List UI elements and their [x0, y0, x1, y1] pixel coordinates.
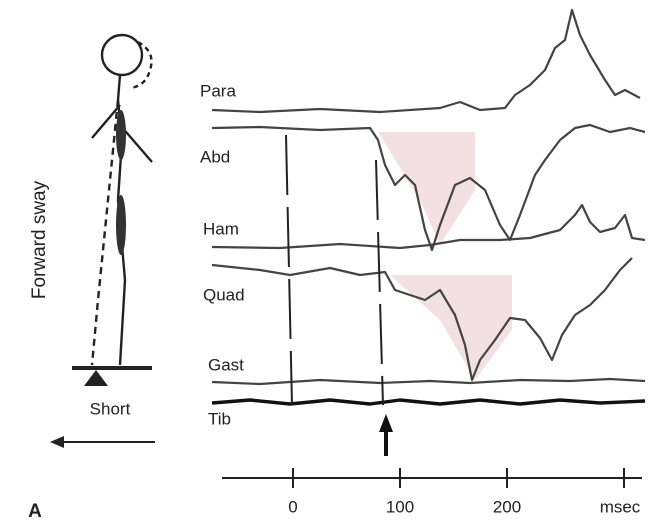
tick-label: 0 [288, 497, 297, 516]
shaded-area [378, 132, 475, 245]
surface-label: Short [90, 399, 131, 418]
trace-label: Abd [200, 147, 230, 166]
onset-line [286, 135, 292, 405]
trace-label: Para [200, 81, 236, 100]
onset-line [376, 160, 383, 405]
tick-label: 200 [493, 497, 521, 516]
shaded-area [390, 275, 512, 380]
figure-label: A [28, 501, 42, 522]
trace-label: Quad [203, 285, 245, 304]
trace-label: Tib [208, 409, 231, 428]
trace-label: Gast [208, 355, 244, 374]
sway-label: Forward sway [29, 180, 50, 299]
axis-unit: msec [600, 497, 641, 516]
figure: Forward sway Short A msec Para Abd Ham Quad… [0, 0, 656, 525]
stimulus-arrowhead [379, 414, 393, 432]
tick-label: 100 [386, 497, 414, 516]
trace-label: Ham [203, 219, 239, 238]
stick-figure [50, 35, 155, 448]
